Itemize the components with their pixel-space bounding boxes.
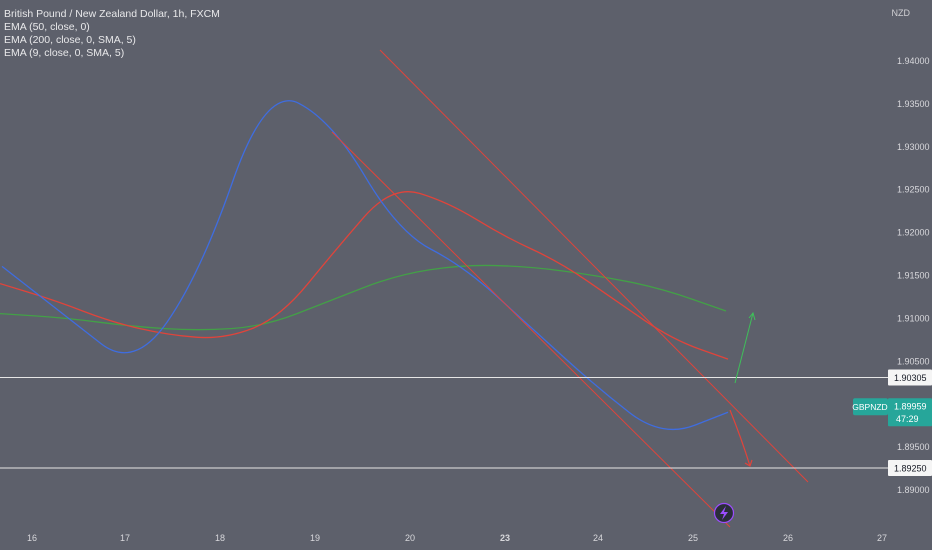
y-tick-label: 1.92500: [897, 185, 930, 195]
chart-title: British Pound / New Zealand Dollar, 1h, …: [4, 8, 220, 20]
channel-upper-line: [379, 49, 809, 483]
y-tick-label: 1.91000: [897, 313, 930, 323]
indicator-ema50-label[interactable]: EMA (50, close, 0): [4, 21, 90, 33]
currency-label: NZD: [891, 8, 911, 18]
chart-legend: British Pound / New Zealand Dollar, 1h, …: [4, 8, 220, 60]
x-tick-label: 27: [877, 533, 887, 543]
countdown-label: 47:29: [896, 414, 919, 424]
projection-down-arrowhead: [744, 459, 753, 467]
level-badge-label: 1.89250: [894, 464, 927, 474]
x-tick-label: 19: [310, 533, 320, 543]
level-badge: [888, 460, 932, 477]
x-tick-label: 23: [500, 533, 510, 543]
level-badge: [888, 369, 932, 386]
y-tick-label: 1.90500: [897, 356, 930, 366]
y-tick-label: 1.93000: [897, 142, 930, 152]
projection-down-arrow: [729, 409, 751, 467]
y-tick-label: 1.89500: [897, 442, 930, 452]
lightning-icon: [720, 506, 728, 520]
projection-up-arrow: [734, 312, 754, 384]
y-tick-label: 1.92000: [897, 228, 930, 238]
x-tick-label: 17: [120, 533, 130, 543]
y-tick-label: 1.93500: [897, 99, 930, 109]
x-tick-label: 20: [405, 533, 415, 543]
indicator-ema200-label[interactable]: EMA (200, close, 0, SMA, 5): [4, 34, 136, 46]
ema9-line: [1, 100, 729, 431]
level-badge-label: 1.90305: [894, 373, 927, 383]
y-tick-label: 1.91500: [897, 271, 930, 281]
projection-up-arrowhead: [748, 311, 756, 321]
x-tick-label: 18: [215, 533, 225, 543]
y-tick-label: 1.94000: [897, 56, 930, 66]
y-tick-label: 1.89000: [897, 485, 930, 495]
x-tick-label: 26: [783, 533, 793, 543]
x-tick-label: 25: [688, 533, 698, 543]
x-tick-label: 16: [27, 533, 37, 543]
ema50-line: [0, 191, 729, 360]
symbol-badge: [853, 398, 888, 416]
symbol-badge-label: GBPNZD: [852, 402, 887, 412]
indicator-ema9-label[interactable]: EMA (9, close, 0, SMA, 5): [4, 47, 125, 59]
last-price-label: 1.89959: [894, 402, 927, 412]
last-price-badge: [888, 398, 932, 427]
x-tick-label: 24: [593, 533, 603, 543]
channel-lower-line: [331, 131, 731, 528]
